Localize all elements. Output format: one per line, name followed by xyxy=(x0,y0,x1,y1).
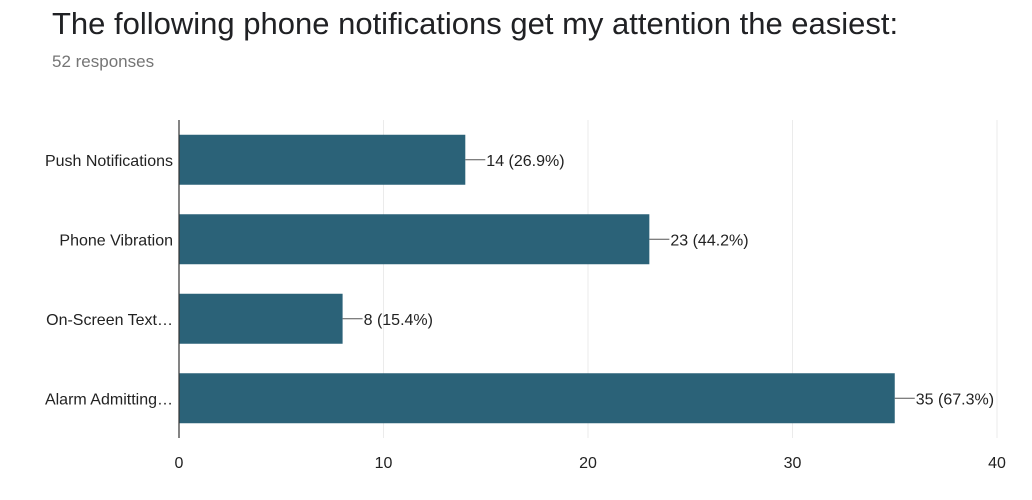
x-tick-label: 0 xyxy=(175,455,184,472)
x-tick-label: 40 xyxy=(988,455,1006,472)
data-label: 8 (15.4%) xyxy=(364,312,433,329)
data-label: 14 (26.9%) xyxy=(486,153,564,170)
category-label: Push Notifications xyxy=(45,153,173,170)
x-tick-label: 20 xyxy=(579,455,597,472)
bar xyxy=(179,293,343,344)
x-tick-label: 30 xyxy=(784,455,802,472)
data-label: 23 (44.2%) xyxy=(670,232,748,249)
bar xyxy=(179,214,650,265)
bar xyxy=(179,373,895,424)
bars: 14 (26.9%) 23 (44.2%) 8 (15.4%) 35 (67.3%) xyxy=(179,134,994,424)
category-label: Phone Vibration xyxy=(59,232,173,249)
bar xyxy=(179,134,466,185)
chart-title: The following phone notifications get my… xyxy=(52,6,899,41)
x-tick-label: 10 xyxy=(375,455,393,472)
category-label: Alarm Admitting… xyxy=(45,391,173,408)
category-label: On-Screen Text… xyxy=(46,312,173,329)
axes: 0 10 20 30 40 Push Notifications Phone Vibrati… xyxy=(45,120,1006,472)
response-count: 52 responses xyxy=(52,52,155,71)
data-label: 35 (67.3%) xyxy=(916,391,994,408)
